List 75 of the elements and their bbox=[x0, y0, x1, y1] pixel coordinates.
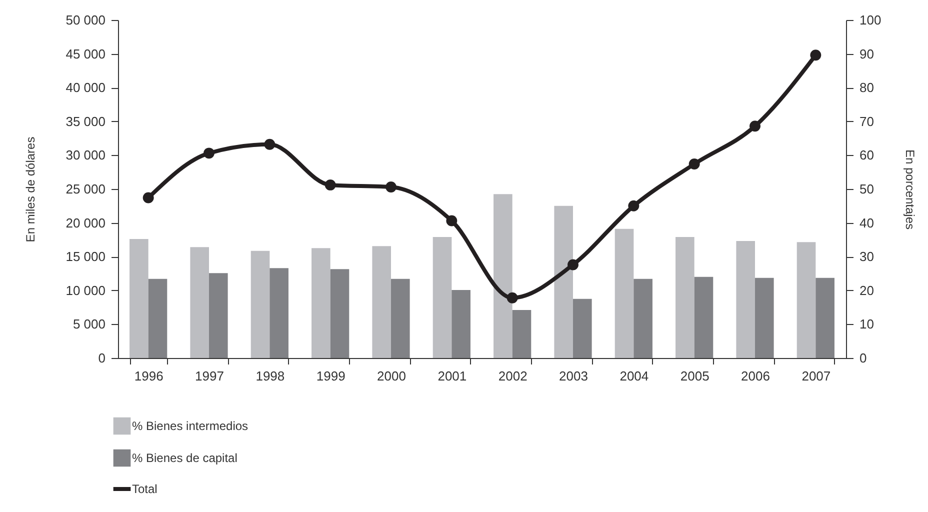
x-tick-label: 2001 bbox=[438, 368, 467, 384]
bar bbox=[270, 268, 288, 358]
x-tick-label: 1999 bbox=[316, 368, 346, 384]
y2-axis-title: En porcentajes bbox=[903, 149, 918, 230]
y-tick-label: 10 000 bbox=[66, 282, 106, 298]
bar bbox=[554, 206, 573, 358]
y2-tick-label: 20 bbox=[860, 282, 874, 298]
point bbox=[204, 148, 214, 159]
point bbox=[688, 158, 700, 170]
bar bbox=[573, 298, 592, 358]
bar bbox=[614, 228, 634, 358]
bar bbox=[190, 247, 209, 358]
bar bbox=[209, 273, 228, 358]
bar bbox=[250, 250, 270, 358]
y2-tick-label: 80 bbox=[860, 80, 874, 96]
bar bbox=[694, 276, 714, 358]
y2-tick-label: 10 bbox=[860, 316, 874, 332]
point bbox=[324, 179, 336, 190]
x-tick-label: 2005 bbox=[680, 368, 710, 384]
point bbox=[810, 50, 822, 61]
bar bbox=[796, 242, 816, 358]
bar bbox=[391, 278, 410, 358]
bar bbox=[148, 278, 168, 358]
x-tick-label: 2000 bbox=[377, 368, 406, 384]
bar bbox=[432, 236, 452, 358]
y-tick-label: 40 000 bbox=[66, 80, 106, 96]
x-tick-label: 1996 bbox=[134, 368, 164, 384]
point bbox=[750, 120, 760, 132]
point bbox=[446, 215, 458, 226]
x-tick-label: 2006 bbox=[741, 368, 770, 384]
bar bbox=[634, 278, 652, 358]
point bbox=[386, 182, 396, 192]
y-tick-label: 20 000 bbox=[66, 215, 106, 230]
bar bbox=[736, 241, 755, 358]
y2-tick-label: 90 bbox=[860, 46, 874, 62]
x-tick-label: 2004 bbox=[620, 368, 649, 384]
legend-label: Total bbox=[132, 482, 158, 496]
x-tick-label: 2007 bbox=[802, 368, 831, 384]
bar bbox=[330, 269, 350, 358]
y2-tick-label: 30 bbox=[860, 249, 874, 264]
legend-label: % Bienes intermedios bbox=[132, 419, 248, 433]
y2-tick-label: 100 bbox=[860, 12, 882, 28]
point bbox=[142, 192, 154, 204]
bar bbox=[452, 290, 470, 358]
bar bbox=[312, 248, 330, 358]
y2-tick-label: 70 bbox=[860, 114, 874, 129]
y-tick-label: 45 000 bbox=[66, 46, 106, 62]
x-tick-label: 2003 bbox=[559, 368, 588, 384]
y-tick-label: 50 000 bbox=[66, 12, 106, 28]
y2-tick-label: 60 bbox=[860, 148, 874, 163]
bar bbox=[816, 278, 834, 358]
x-tick-label: 1998 bbox=[256, 368, 285, 384]
y-tick-label: 0 bbox=[98, 350, 106, 366]
x-tick-label: 1997 bbox=[195, 368, 224, 384]
y2-tick-label: 0 bbox=[860, 350, 867, 366]
y-tick-label: 30 000 bbox=[66, 148, 106, 163]
y-axis-title: En miles de dólares bbox=[24, 136, 38, 242]
bar bbox=[130, 239, 148, 358]
point bbox=[264, 138, 276, 150]
x-tick-label: 2002 bbox=[498, 368, 528, 384]
bar bbox=[372, 246, 391, 358]
bar bbox=[755, 278, 774, 358]
y-tick-label: 25 000 bbox=[66, 182, 106, 196]
y2-tick-label: 40 bbox=[860, 215, 874, 230]
y-tick-label: 35 000 bbox=[66, 114, 106, 129]
y2-tick-label: 50 bbox=[860, 182, 874, 196]
bar bbox=[676, 236, 694, 358]
legend-label: % Bienes de capital bbox=[132, 451, 238, 465]
bar bbox=[494, 194, 512, 358]
y-tick-label: 15 000 bbox=[66, 249, 106, 264]
y-tick-label: 5 000 bbox=[72, 316, 106, 332]
point bbox=[568, 259, 578, 270]
point bbox=[506, 292, 518, 304]
point bbox=[628, 200, 640, 212]
bar bbox=[512, 310, 532, 358]
